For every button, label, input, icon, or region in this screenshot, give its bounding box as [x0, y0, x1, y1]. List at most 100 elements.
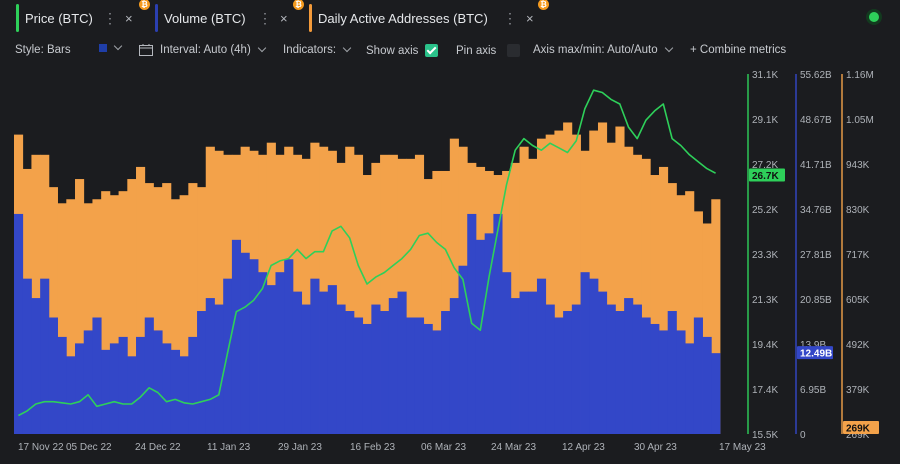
bitcoin-icon: ₿: [139, 0, 150, 10]
close-icon[interactable]: ×: [526, 10, 534, 26]
address-bar: [83, 203, 93, 434]
volume-bar: [545, 304, 555, 434]
tab-price[interactable]: Price (BTC) ⋮ × ₿: [16, 0, 150, 32]
address-bar: [667, 183, 677, 434]
volume-bar: [397, 291, 407, 434]
address-bar: [301, 158, 311, 434]
chevron-down-icon: [664, 43, 673, 53]
volume-bar: [153, 330, 163, 434]
price-tick-label: 19.4K: [752, 340, 778, 351]
volume-bar: [240, 252, 250, 434]
volume-bar: [223, 278, 233, 434]
bitcoin-icon: ₿: [293, 0, 304, 10]
color-swatch: [99, 44, 107, 52]
volume-tick-label: 13.9B: [800, 340, 826, 351]
volume-bar: [406, 317, 416, 434]
close-icon[interactable]: ×: [125, 10, 133, 26]
address-bar: [632, 154, 642, 434]
address-bar: [702, 223, 712, 434]
more-options-icon[interactable]: ⋮: [503, 9, 517, 26]
live-status-indicator: [869, 12, 879, 22]
volume-bar: [554, 317, 564, 434]
price-tick-label: 31.1K: [752, 70, 778, 81]
x-tick-label: 24 Mar 23: [491, 442, 536, 453]
close-icon[interactable]: ×: [280, 10, 288, 26]
address-bar: [519, 146, 529, 434]
interval-dropdown[interactable]: Interval: Auto (4h): [139, 43, 267, 56]
address-bar: [144, 183, 154, 434]
tab-volume[interactable]: Volume (BTC) ⋮ × ₿: [155, 0, 304, 32]
volume-bar: [101, 349, 111, 434]
volume-bar: [144, 317, 154, 434]
volume-bar: [571, 304, 581, 434]
indicators-dropdown[interactable]: Indicators:: [283, 43, 352, 56]
volume-axis: 55.62B 48.67B 41.71B 34.76B 27.81B 20.85B 13.9…: [795, 70, 833, 441]
chevron-down-icon: [342, 43, 352, 53]
address-bar: [554, 130, 564, 434]
addresses-tick-label: 269K: [846, 430, 870, 441]
price-tick-label: 29.1K: [752, 115, 778, 126]
combine-metrics-button[interactable]: + Combine metrics: [690, 44, 786, 56]
volume-bar: [31, 298, 41, 434]
volume-bar: [484, 233, 494, 434]
volume-bar: [353, 317, 364, 434]
pin-axis-toggle[interactable]: Pin axis: [456, 44, 521, 57]
addresses-tick-label: 717K: [846, 250, 870, 261]
address-bar: [345, 146, 355, 434]
chevron-down-icon: [113, 41, 123, 51]
volume-tick-label: 34.76B: [800, 205, 832, 216]
tab-label: Price (BTC): [25, 10, 93, 26]
volume-bar: [188, 336, 198, 434]
volume-bar: [301, 304, 311, 434]
address-bar: [423, 179, 433, 434]
volume-tick-label: 48.67B: [800, 115, 832, 126]
addresses-tick-label: 605K: [846, 295, 870, 306]
address-bar: [66, 199, 76, 434]
volume-bar: [266, 285, 276, 434]
tab-color-bar: [309, 4, 312, 32]
volume-bar: [136, 336, 146, 434]
volume-bar: [432, 330, 442, 434]
address-bar: [563, 122, 573, 435]
address-bar: [57, 203, 67, 434]
price-axis: 31.1K 29.1K 27.2K 25.2K 23.3K 21.3K 19.4K 17.4K…: [747, 70, 785, 441]
style-dropdown[interactable]: Style: Bars: [15, 44, 71, 56]
x-tick-label: 06 Mar 23: [421, 442, 466, 453]
tab-daily-active-addresses[interactable]: Daily Active Addresses (BTC) ⋮ × ₿: [309, 0, 554, 32]
axis-maxmin-label: Axis max/min: Auto/Auto: [533, 44, 658, 56]
show-axis-toggle[interactable]: Show axis: [366, 44, 439, 57]
address-bar: [380, 154, 390, 434]
address-bar: [414, 154, 425, 434]
chevron-down-icon: [257, 43, 267, 53]
x-tick-label: 17 May 23: [719, 442, 766, 453]
price-tick-label: 17.4K: [752, 385, 778, 396]
more-options-icon[interactable]: ⋮: [103, 9, 117, 26]
more-options-icon[interactable]: ⋮: [258, 9, 272, 26]
volume-bar: [667, 311, 677, 434]
metrics-chart[interactable]: 31.1K 29.1K 27.2K 25.2K 23.3K 21.3K 19.4K 17.4K…: [0, 66, 900, 464]
address-bar: [179, 195, 189, 434]
addresses-tick-label: 492K: [846, 340, 870, 351]
address-bar: [362, 175, 372, 434]
x-tick-label: 12 Apr 23: [562, 442, 605, 453]
axis-maxmin-dropdown[interactable]: Axis max/min: Auto/Auto: [533, 43, 673, 56]
volume-bar: [345, 311, 355, 434]
addresses-current-badge: [843, 421, 879, 434]
calendar-icon: [139, 44, 153, 56]
address-bar: [711, 199, 721, 434]
show-axis-checkbox[interactable]: [425, 44, 439, 57]
x-tick-label: 30 Apr 23: [634, 442, 677, 453]
address-bar: [336, 162, 346, 434]
addresses-tick-label: 1.05M: [846, 115, 874, 126]
color-dropdown[interactable]: [99, 41, 123, 52]
volume-bar: [83, 330, 93, 434]
address-bar: [406, 158, 416, 434]
addresses-axis: 1.16M 1.05M 943K 830K 717K 605K 492K 379K 269K26…: [841, 70, 879, 441]
volume-bar: [458, 265, 468, 434]
address-bar: [31, 154, 41, 434]
addresses-tick-label: 943K: [846, 160, 870, 171]
volume-bar: [284, 259, 294, 434]
pin-axis-checkbox[interactable]: [507, 44, 521, 57]
price-current-badge: [749, 168, 785, 182]
volume-bar: [292, 291, 303, 434]
